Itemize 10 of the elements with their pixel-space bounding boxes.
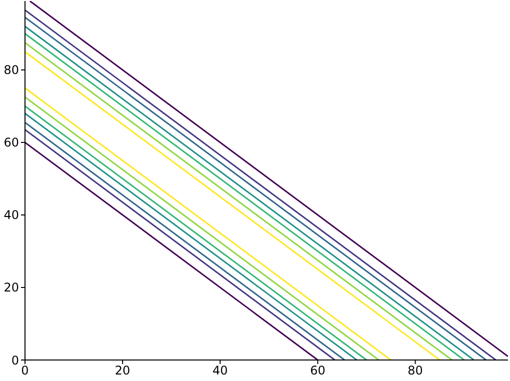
x-tick-label: 40 [212, 364, 228, 378]
x-tick-label: 80 [408, 364, 423, 378]
y-tick-label: 80 [4, 63, 19, 78]
y-tick-label: 0 [11, 353, 19, 368]
x-tick-label: 0 [21, 364, 29, 378]
y-tick-label: 20 [4, 280, 19, 295]
y-tick-label: 60 [4, 136, 19, 150]
x-tick-label: 60 [310, 364, 326, 378]
y-tick-label: 40 [4, 208, 19, 222]
x-tick-label: 20 [114, 364, 130, 378]
